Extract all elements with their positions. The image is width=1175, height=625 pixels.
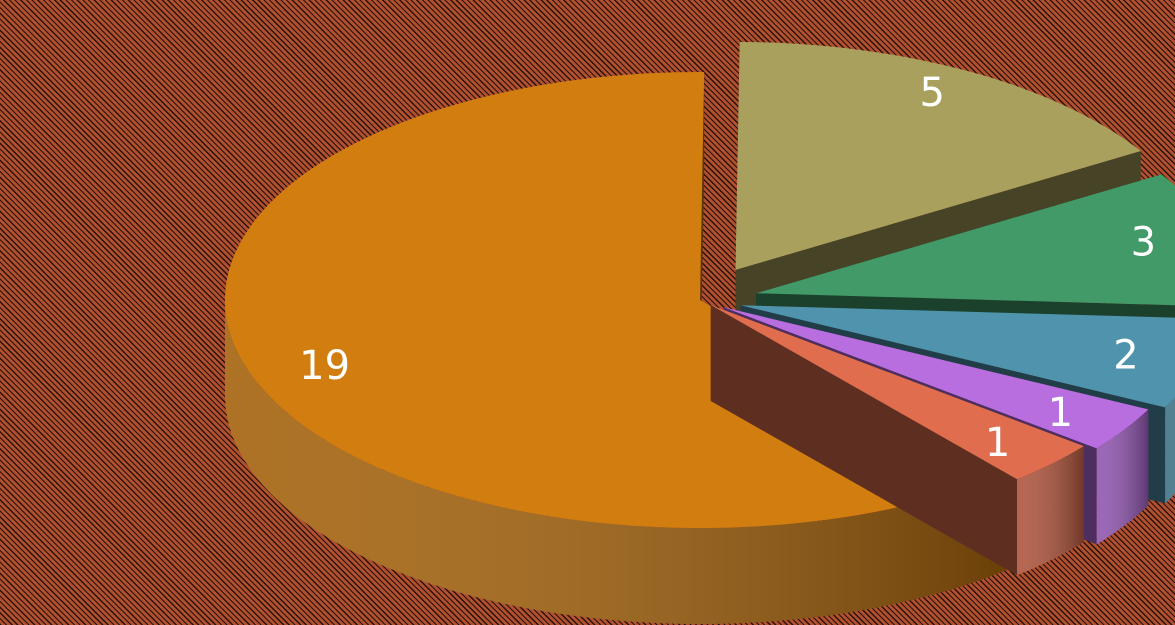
pie-slice-top <box>723 307 1149 449</box>
pie-slice-rim-shade <box>1096 409 1149 545</box>
pie-slices <box>225 41 1175 624</box>
pie-data-label: 5 <box>919 70 944 116</box>
pie-slice-top <box>735 41 1141 270</box>
pie-slice-top <box>756 174 1175 306</box>
pie-slice-rim-shade <box>225 300 1007 624</box>
pie-data-label: 19 <box>299 343 350 389</box>
pie-slice <box>710 305 1084 576</box>
pie-data-label: 1 <box>1048 390 1073 436</box>
pie-slice-top <box>740 305 1175 408</box>
pie-data-label: 1 <box>985 420 1010 466</box>
pie-slice-rim-shade <box>1165 397 1175 504</box>
pie-slice-top <box>710 305 1084 480</box>
pie-slice-wall <box>710 305 1084 543</box>
pie-slice-rim-shade <box>1017 446 1084 576</box>
pie-data-label: 2 <box>1113 332 1138 378</box>
pie-data-label: 3 <box>1131 220 1156 266</box>
